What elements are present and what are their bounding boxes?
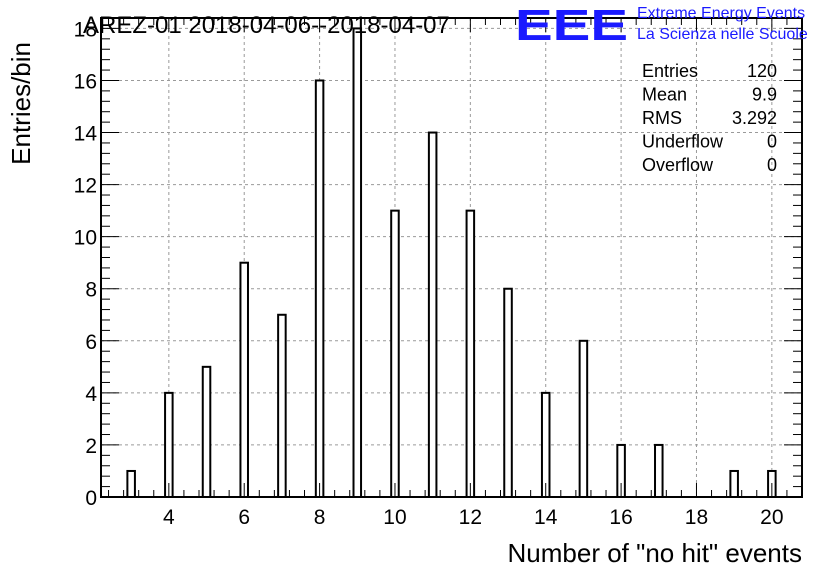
histogram-bar [239, 261, 249, 498]
y-axis-label: Entries/bin [6, 42, 36, 165]
histogram-bar [164, 391, 174, 498]
stats-box: Entries 120 Mean 9.9 RMS 3.292 Underflow 0 Overf… [642, 61, 777, 175]
histogram-bar [314, 79, 325, 498]
histogram-bar [352, 27, 363, 498]
tick-labels: 4 6 8 10 12 14 16 18 20 0 2 4 6 8 10 12 14 16 18 [74, 18, 784, 529]
x-tick-label: 10 [383, 506, 406, 529]
x-tick-label: 12 [459, 506, 482, 529]
x-tick-label: 14 [534, 506, 558, 529]
histogram-bar [126, 469, 136, 498]
y-tick-label: 10 [74, 227, 97, 250]
y-tick-label: 4 [85, 383, 97, 406]
x-tick-label: 6 [238, 506, 250, 529]
histogram-bar [503, 287, 513, 498]
histogram-bar [578, 339, 589, 498]
eee-logo-line2: La Scienza nelle Scuole [637, 26, 808, 43]
stats-value: 3.292 [732, 108, 777, 128]
y-tick-label: 18 [74, 18, 97, 41]
eee-logo-mark: EEE [515, 1, 628, 50]
histogram-bar [427, 131, 438, 498]
stats-value: 9.9 [752, 85, 777, 105]
y-tick-label: 12 [74, 175, 97, 198]
axes [100, 17, 803, 498]
x-tick-label: 4 [163, 506, 175, 529]
x-axis-label: Number of "no hit" events [508, 538, 803, 568]
stats-label: Underflow [642, 132, 724, 152]
eee-logo: EEE Extreme Energy Events La Scienza nel… [515, 1, 808, 50]
stats-label: RMS [642, 108, 682, 128]
x-tick-label: 18 [685, 506, 708, 529]
histogram-bar [465, 209, 476, 499]
stats-label: Mean [642, 85, 687, 105]
chart-title: AREZ-01 2018-04-06--2018-04-07 [83, 12, 450, 39]
grid-lines [101, 18, 802, 497]
histogram-bar [201, 365, 212, 498]
stats-value: 0 [767, 132, 777, 152]
x-tick-label: 20 [760, 506, 783, 529]
stats-value: 0 [767, 155, 777, 175]
histogram-bar [654, 443, 664, 498]
y-tick-label: 2 [85, 435, 97, 458]
y-tick-label: 6 [85, 331, 97, 354]
y-tick-label: 14 [74, 123, 98, 146]
histogram-bar [390, 209, 400, 499]
y-tick-label: 8 [85, 279, 97, 302]
y-tick-label: 0 [85, 487, 97, 510]
y-tick-label: 16 [74, 70, 97, 93]
eee-logo-line1: Extreme Energy Events [637, 5, 805, 22]
x-tick-label: 8 [314, 506, 326, 529]
stats-label: Overflow [642, 155, 714, 175]
stats-value: 120 [747, 61, 777, 81]
histogram-bar [277, 313, 287, 498]
histogram-bar [540, 391, 551, 498]
stats-label: Entries [642, 61, 698, 81]
x-tick-label: 16 [609, 506, 632, 529]
histogram-bar [729, 469, 739, 498]
